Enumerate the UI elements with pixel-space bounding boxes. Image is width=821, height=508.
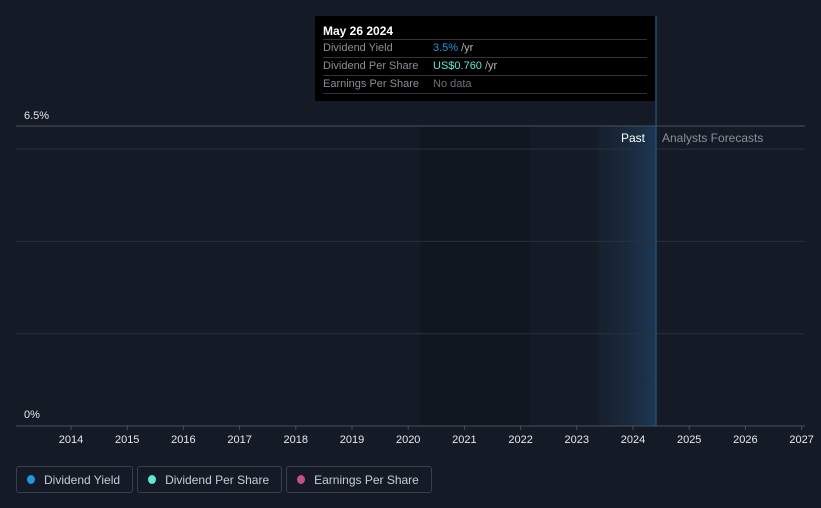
x-tick-label: 2021 — [452, 434, 476, 446]
x-tick-label: 2024 — [621, 434, 645, 446]
legend-label: Dividend Yield — [44, 472, 121, 487]
tooltip-row-dps: Dividend Per Share US$0.760 /yr — [323, 58, 647, 76]
legend-dot-icon — [148, 475, 157, 484]
legend-dot-icon — [297, 475, 306, 484]
x-tick-label: 2025 — [677, 434, 701, 446]
x-tick-label: 2023 — [565, 434, 589, 446]
tooltip-unit: /yr — [461, 42, 474, 54]
legend-dividend-yield[interactable]: Dividend Yield — [16, 466, 134, 493]
tooltip-value: No data — [433, 78, 472, 90]
legend-label: Dividend Per Share — [165, 472, 270, 487]
x-tick-label: 2022 — [508, 434, 532, 446]
x-tick-label: 2014 — [59, 434, 83, 446]
tooltip: May 26 2024 Dividend Yield 3.5% /yr Divi… — [315, 16, 655, 101]
x-tick-label: 2019 — [340, 434, 364, 446]
past-region — [598, 126, 657, 426]
legend-dividend-per-share[interactable]: Dividend Per Share — [137, 466, 283, 493]
x-tick-label: 2027 — [789, 434, 813, 446]
tooltip-label: Dividend Per Share — [323, 60, 419, 72]
legend: Dividend Yield Dividend Per Share Earnin… — [16, 466, 432, 493]
tooltip-label: Earnings Per Share — [323, 78, 419, 90]
zero-period-band — [420, 126, 530, 426]
y-label-top: 6.5% — [24, 110, 49, 122]
x-tick-label: 2018 — [284, 434, 308, 446]
tooltip-value: 3.5% — [433, 42, 459, 54]
legend-earnings-per-share[interactable]: Earnings Per Share — [286, 466, 432, 493]
x-tick-label: 2017 — [227, 434, 251, 446]
x-tick-label: 2016 — [171, 434, 195, 446]
x-tick-label: 2026 — [733, 434, 757, 446]
tooltip-label: Dividend Yield — [323, 42, 393, 54]
x-tick-label: 2020 — [396, 434, 420, 446]
tooltip-unit: /yr — [484, 60, 498, 72]
tooltip-value: US$0.760 — [433, 60, 482, 72]
legend-dot-icon — [27, 475, 35, 484]
past-label: Past — [621, 131, 646, 145]
y-label-bottom: 0% — [24, 409, 40, 421]
legend-label: Earnings Per Share — [314, 472, 419, 487]
tooltip-date: May 26 2024 — [323, 16, 647, 40]
tooltip-row-yield: Dividend Yield 3.5% /yr — [323, 40, 647, 58]
tooltip-row-eps: Earnings Per Share No data — [323, 76, 647, 94]
forecast-label: Analysts Forecasts — [662, 131, 763, 145]
x-tick-label: 2015 — [115, 434, 139, 446]
